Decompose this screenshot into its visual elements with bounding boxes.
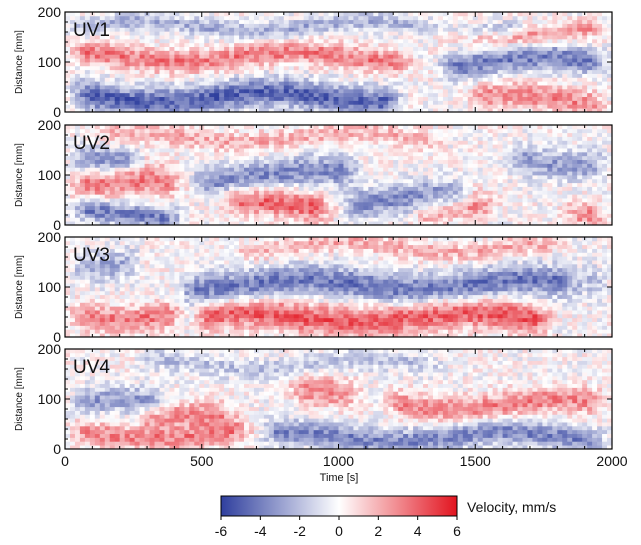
y-tick-label: 0 bbox=[53, 329, 61, 345]
y-axis-label: Distance [mm] bbox=[14, 143, 25, 207]
panel-label: UV2 bbox=[73, 133, 110, 154]
y-tick-label: 0 bbox=[53, 104, 61, 120]
y-tick-label: 200 bbox=[38, 229, 62, 245]
x-tick-label: 1000 bbox=[323, 453, 354, 469]
y-tick-label: 200 bbox=[38, 117, 62, 133]
heatmap-cells bbox=[65, 125, 612, 225]
panel-uv3: UV3 0 100 200 Distance [mm] bbox=[14, 229, 613, 345]
x-tick-label: 0 bbox=[61, 453, 69, 469]
colorbar-gradient bbox=[220, 495, 458, 517]
panel-label: UV1 bbox=[73, 20, 110, 41]
y-axis-label: Distance [mm] bbox=[14, 30, 25, 94]
panels: UV1 0 100 200 Distance [mm] UV2 0 100 200 Distanc… bbox=[14, 4, 613, 457]
y-axis-label: Distance [mm] bbox=[14, 255, 25, 319]
x-tick-label: 2000 bbox=[596, 453, 627, 469]
colorbar-tick-label: -6 bbox=[215, 523, 228, 539]
panel-label: UV4 bbox=[73, 357, 110, 378]
panel-uv2: UV2 0 100 200 Distance [mm] bbox=[14, 117, 613, 233]
x-tick-label: 1500 bbox=[460, 453, 491, 469]
panel-label: UV3 bbox=[73, 245, 110, 266]
colorbar-label: Velocity, mm/s bbox=[467, 499, 556, 515]
panel-uv1: UV1 0 100 200 Distance [mm] bbox=[14, 4, 613, 120]
colorbar: -6 -4 -2 0 2 4 6 bbox=[215, 495, 461, 539]
heatmap-cells bbox=[65, 12, 612, 112]
y-tick-label: 100 bbox=[38, 167, 62, 183]
x-tick-label: 500 bbox=[190, 453, 214, 469]
colorbar-tick-label: 4 bbox=[414, 523, 422, 539]
colorbar-tick-label: 0 bbox=[335, 523, 343, 539]
y-tick-label: 0 bbox=[53, 441, 61, 457]
heatmap-cells bbox=[65, 237, 612, 337]
heatmap-cells bbox=[65, 349, 612, 449]
y-axis-label: Distance [mm] bbox=[14, 367, 25, 431]
y-tick-label: 200 bbox=[38, 4, 62, 20]
y-tick-label: 100 bbox=[38, 391, 62, 407]
x-axis-label: Time [s] bbox=[320, 472, 359, 484]
colorbar-tick-label: -4 bbox=[254, 523, 267, 539]
y-tick-label: 0 bbox=[53, 217, 61, 233]
x-axis: 0 500 1000 1500 2000 bbox=[61, 453, 628, 469]
colorbar-tick-label: -2 bbox=[293, 523, 306, 539]
y-tick-label: 200 bbox=[38, 341, 62, 357]
panel-uv4: UV4 0 100 200 Distance [mm] bbox=[14, 341, 613, 457]
colorbar-tick-label: 2 bbox=[374, 523, 382, 539]
colorbar-tick-label: 6 bbox=[453, 523, 461, 539]
y-tick-label: 100 bbox=[38, 279, 62, 295]
y-tick-label: 100 bbox=[38, 54, 62, 70]
